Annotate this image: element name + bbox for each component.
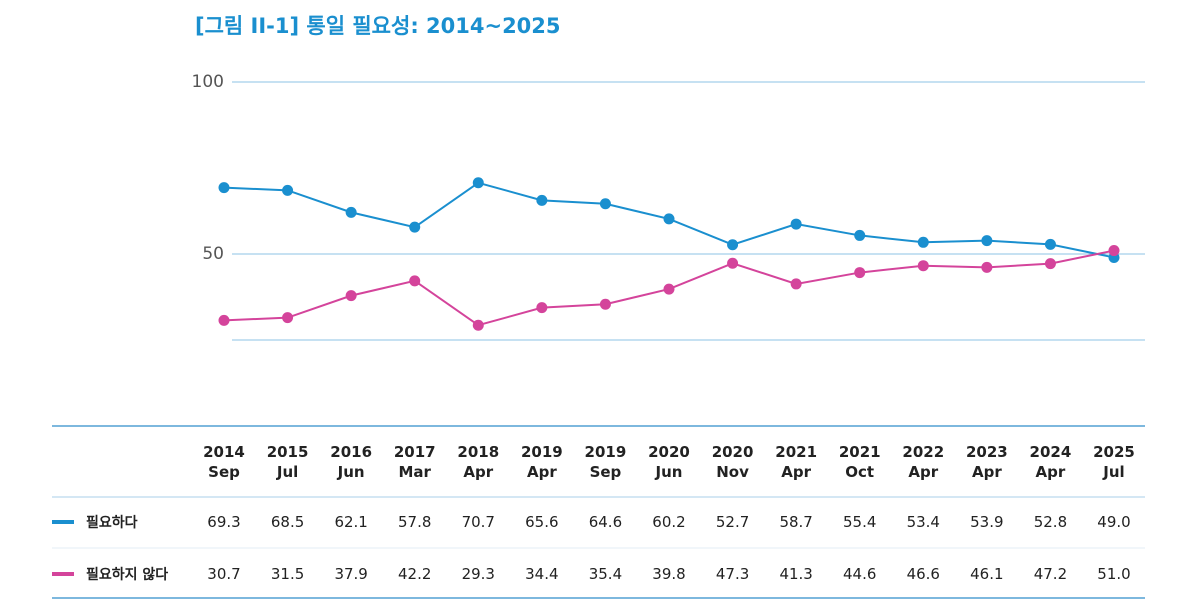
column-header: 2022 Apr (902, 443, 945, 481)
table-value: 60.2 (652, 513, 686, 531)
table-value: 69.3 (207, 513, 241, 531)
column-header: 2019 Sep (584, 443, 627, 481)
legend-swatch (52, 520, 74, 524)
data-point (917, 236, 929, 248)
column-header: 2021 Apr (775, 443, 818, 481)
table-value: 37.9 (334, 565, 368, 583)
data-point (917, 260, 929, 272)
legend-swatch (52, 572, 74, 576)
data-point (536, 194, 548, 206)
data-point (536, 302, 548, 314)
y-tick-label: 50 (202, 244, 224, 264)
table-value: 44.6 (843, 565, 877, 583)
data-point (409, 275, 421, 287)
table-value: 65.6 (525, 513, 559, 531)
table-value: 58.7 (779, 513, 813, 531)
data-point (727, 239, 739, 251)
table-value: 70.7 (461, 513, 495, 531)
table-value: 51.0 (1097, 565, 1131, 583)
data-point (981, 235, 993, 247)
table-value: 42.2 (398, 565, 432, 583)
table-value: 46.6 (906, 565, 940, 583)
table-value: 64.6 (588, 513, 623, 531)
data-point (854, 267, 866, 279)
data-point (790, 278, 802, 290)
table-value: 46.1 (970, 565, 1004, 583)
table-value: 49.0 (1097, 513, 1131, 531)
data-point (345, 206, 357, 218)
table-value: 47.2 (1033, 565, 1068, 583)
table-value: 35.4 (588, 565, 623, 583)
table-value: 47.3 (715, 565, 750, 583)
table-value: 34.4 (525, 565, 559, 583)
legend-label: 필요하다 (86, 515, 138, 531)
table-value: 53.4 (906, 513, 940, 531)
table-value: 55.4 (843, 513, 877, 531)
column-header: 2025 Jul (1093, 443, 1135, 481)
data-point (1108, 245, 1120, 257)
data-point (218, 314, 230, 326)
data-point (282, 312, 294, 324)
y-tick-label: 100 (192, 72, 224, 92)
data-point (345, 290, 357, 302)
data-point (599, 198, 611, 210)
chart-title: [그림 II-1] 통일 필요성: 2014~2025 (195, 14, 561, 38)
column-header: 2014 Sep (203, 443, 245, 481)
column-header: 2016 Jun (330, 443, 373, 481)
data-point (854, 229, 866, 241)
table-value: 31.5 (270, 565, 305, 583)
table-value: 41.3 (779, 565, 813, 583)
column-header: 2019 Apr (520, 443, 563, 481)
data-point (1044, 238, 1056, 250)
data-point (599, 298, 611, 310)
data-point (472, 177, 484, 189)
data-point (218, 182, 230, 194)
table-value: 39.8 (652, 565, 686, 583)
data-point (790, 218, 802, 230)
table-value: 30.7 (207, 565, 241, 583)
column-header: 2017 Mar (393, 443, 436, 481)
table-value: 62.1 (334, 513, 368, 531)
data-point (663, 213, 675, 225)
table-value: 53.9 (970, 513, 1004, 531)
column-header: 2020 Nov (711, 443, 754, 481)
table-value: 68.5 (270, 513, 305, 531)
data-point (1044, 258, 1056, 270)
data-point (727, 257, 739, 269)
data-point (981, 261, 993, 273)
legend-label: 필요하지 않다 (86, 567, 169, 583)
column-header: 2020 Jun (648, 443, 690, 481)
table-value: 52.7 (715, 513, 750, 531)
column-header: 2015 Jul (266, 443, 309, 481)
table-value: 57.8 (398, 513, 432, 531)
data-point (663, 283, 675, 295)
column-header: 2024 Apr (1029, 443, 1072, 481)
column-header: 2023 Apr (965, 443, 1008, 481)
column-header: 2018 Apr (457, 443, 500, 481)
table-value: 29.3 (461, 565, 495, 583)
table-value: 52.8 (1033, 513, 1068, 531)
data-point (472, 319, 484, 331)
column-header: 2021 Oct (838, 443, 881, 481)
data-point (409, 221, 421, 233)
data-point (282, 184, 294, 196)
